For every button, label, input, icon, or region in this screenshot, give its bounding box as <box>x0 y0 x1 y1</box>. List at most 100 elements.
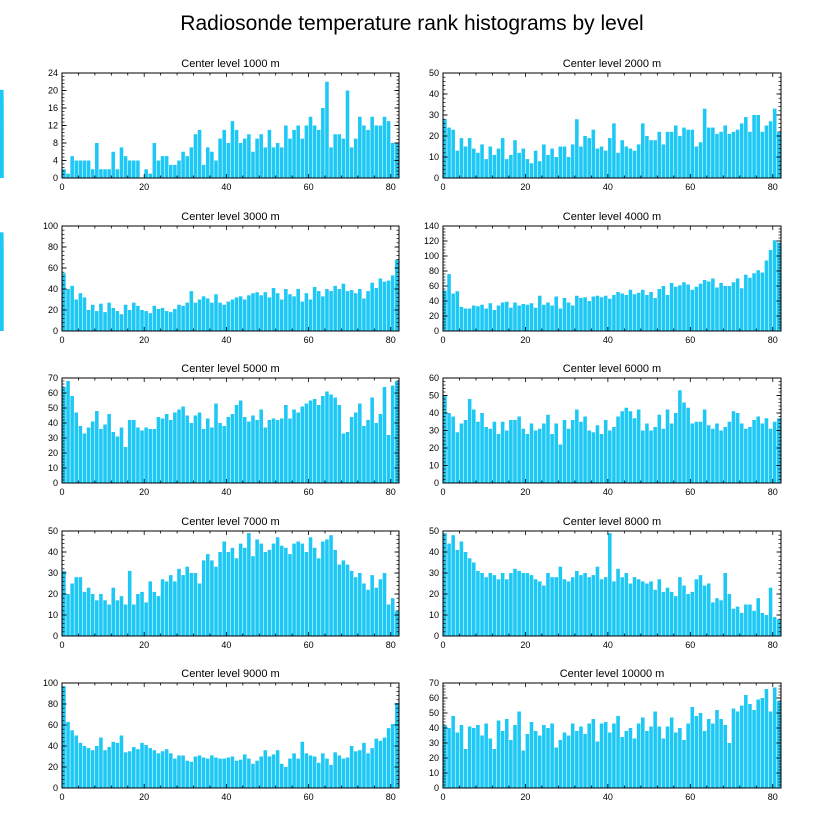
bar <box>144 169 148 178</box>
bar <box>673 596 678 636</box>
bar <box>661 428 666 483</box>
y-tick-label: 40 <box>48 418 58 428</box>
bar <box>624 295 629 331</box>
bar <box>226 757 231 788</box>
bar <box>201 560 206 636</box>
bar <box>616 152 620 178</box>
bar <box>558 740 563 788</box>
bar <box>169 753 173 788</box>
bar <box>177 409 181 483</box>
bar <box>136 749 140 788</box>
bar <box>132 160 136 178</box>
bar <box>649 581 653 636</box>
bar <box>333 134 337 178</box>
bar <box>690 289 695 331</box>
y-tick-label: 120 <box>424 236 439 246</box>
bar <box>756 115 760 178</box>
bar <box>467 399 472 483</box>
bar <box>66 173 70 179</box>
bar <box>641 123 645 178</box>
x-tick-label: 20 <box>520 792 530 802</box>
bar <box>715 423 719 483</box>
bar <box>316 129 321 179</box>
bar <box>288 138 292 179</box>
bar <box>698 283 703 331</box>
bar <box>777 242 781 331</box>
x-tick-label: 40 <box>221 792 231 802</box>
bar <box>173 308 177 331</box>
x-tick-label: 40 <box>221 182 231 192</box>
bar <box>678 390 682 483</box>
bar <box>496 720 501 788</box>
bar <box>537 428 542 483</box>
bar <box>562 579 567 636</box>
bar <box>119 427 124 483</box>
panel-4: Center level 4000 m 0 20 40 60 80 0 20 40 60 80 100… <box>424 211 782 345</box>
bar <box>152 750 157 788</box>
bar <box>325 289 329 331</box>
bar <box>595 148 600 178</box>
bar <box>284 547 288 636</box>
bar <box>509 154 513 178</box>
bar <box>218 423 222 483</box>
bar <box>279 418 284 483</box>
bar <box>764 615 769 636</box>
bar <box>296 289 300 331</box>
bar <box>566 735 571 788</box>
bar <box>169 420 173 483</box>
bar <box>90 169 95 178</box>
bar <box>702 108 707 178</box>
bar <box>562 146 567 178</box>
bar <box>715 133 719 178</box>
y-axis: 0 10 20 30 40 50 <box>429 68 781 183</box>
bar <box>678 728 682 788</box>
bar <box>90 304 95 331</box>
bar <box>529 722 534 788</box>
bar <box>218 758 222 788</box>
bar <box>744 117 748 178</box>
y-tick-label: 70 <box>48 373 58 383</box>
bar <box>107 747 111 788</box>
panel-title: Center level 8000 m <box>563 516 661 528</box>
bar <box>542 423 546 483</box>
panel-title: Center level 3000 m <box>181 211 279 223</box>
bar <box>443 533 447 636</box>
bar <box>275 143 280 178</box>
bar <box>492 154 497 178</box>
bar <box>316 762 321 788</box>
bar <box>185 302 189 331</box>
bar <box>238 143 243 178</box>
bar <box>673 413 678 483</box>
bar <box>362 426 366 483</box>
bar <box>136 427 140 483</box>
bar <box>127 310 132 331</box>
bar <box>575 295 579 331</box>
bar <box>727 133 732 178</box>
y-tick-label: 10 <box>429 610 439 620</box>
bar <box>702 280 707 331</box>
bar <box>447 127 451 178</box>
bar <box>337 755 342 788</box>
x-tick-label: 0 <box>59 182 64 192</box>
bar <box>275 293 280 331</box>
y-tick-label: 40 <box>429 723 439 733</box>
bar <box>189 423 194 483</box>
bar <box>177 568 181 636</box>
bar <box>292 753 296 788</box>
bar <box>333 285 337 331</box>
x-axis: 0 20 40 60 80 <box>440 531 778 650</box>
bar <box>160 307 165 331</box>
bar <box>525 304 530 331</box>
bar <box>374 125 379 178</box>
bar <box>284 767 288 788</box>
bar <box>492 310 497 331</box>
x-axis: 0 20 40 60 80 <box>440 73 778 192</box>
bar <box>752 610 756 636</box>
bar <box>115 311 120 331</box>
bar <box>62 570 66 636</box>
bar <box>321 753 325 788</box>
bar <box>140 310 144 331</box>
x-tick-label: 80 <box>768 640 778 650</box>
bar <box>107 604 111 636</box>
y-tick-label: 30 <box>429 110 439 120</box>
